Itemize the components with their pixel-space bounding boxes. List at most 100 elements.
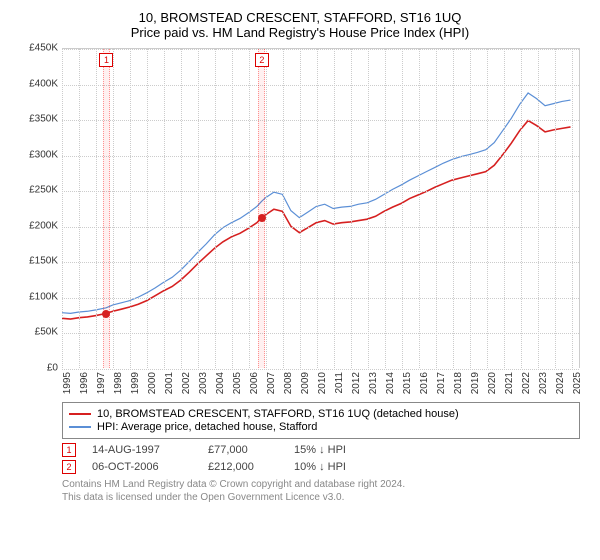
x-tick-label: 2022 xyxy=(521,372,532,394)
x-tick-label: 2012 xyxy=(351,372,362,394)
footer-line-1: Contains HM Land Registry data © Crown c… xyxy=(62,478,580,491)
sale-date: 06-OCT-2006 xyxy=(92,461,192,473)
v-gridline xyxy=(555,49,556,368)
sale-marker-band xyxy=(103,49,110,368)
v-gridline xyxy=(317,49,318,368)
x-tick-label: 2021 xyxy=(504,372,515,394)
v-gridline xyxy=(130,49,131,368)
sale-delta: 15% ↓ HPI xyxy=(294,444,394,456)
h-gridline xyxy=(62,191,579,192)
chart-container: 10, BROMSTEAD CRESCENT, STAFFORD, ST16 1… xyxy=(0,0,600,560)
h-gridline xyxy=(62,262,579,263)
y-tick-label: £0 xyxy=(47,363,58,374)
v-gridline xyxy=(164,49,165,368)
y-axis: £0£50K£100K£150K£200K£250K£300K£350K£400… xyxy=(20,48,62,368)
v-gridline xyxy=(351,49,352,368)
sale-marker-dot xyxy=(258,214,266,222)
v-gridline xyxy=(368,49,369,368)
x-tick-label: 2023 xyxy=(538,372,549,394)
legend-label: HPI: Average price, detached house, Staf… xyxy=(97,421,317,433)
x-tick-label: 1995 xyxy=(62,372,73,394)
v-gridline xyxy=(385,49,386,368)
h-gridline xyxy=(62,120,579,121)
legend-row: HPI: Average price, detached house, Staf… xyxy=(69,421,573,433)
sale-marker-dot xyxy=(102,310,110,318)
legend-row: 10, BROMSTEAD CRESCENT, STAFFORD, ST16 1… xyxy=(69,408,573,420)
x-tick-label: 2000 xyxy=(147,372,158,394)
h-gridline xyxy=(62,156,579,157)
v-gridline xyxy=(147,49,148,368)
x-tick-label: 2018 xyxy=(453,372,464,394)
chart-title: 10, BROMSTEAD CRESCENT, STAFFORD, ST16 1… xyxy=(10,10,590,25)
x-tick-label: 2017 xyxy=(436,372,447,394)
legend-swatch xyxy=(69,413,91,415)
h-gridline xyxy=(62,227,579,228)
x-tick-label: 2020 xyxy=(487,372,498,394)
y-tick-label: £50K xyxy=(35,327,58,338)
x-tick-label: 2002 xyxy=(181,372,192,394)
v-gridline xyxy=(215,49,216,368)
y-tick-label: £400K xyxy=(29,78,58,89)
footer-line-2: This data is licensed under the Open Gov… xyxy=(62,491,580,504)
v-gridline xyxy=(181,49,182,368)
x-tick-label: 2008 xyxy=(283,372,294,394)
line-series-svg xyxy=(62,49,579,368)
sale-price: £212,000 xyxy=(208,461,278,473)
sale-date: 14-AUG-1997 xyxy=(92,444,192,456)
x-tick-label: 2007 xyxy=(266,372,277,394)
v-gridline xyxy=(113,49,114,368)
x-tick-label: 2013 xyxy=(368,372,379,394)
v-gridline xyxy=(402,49,403,368)
plot-region: 12 xyxy=(62,48,580,368)
chart-area: £0£50K£100K£150K£200K£250K£300K£350K£400… xyxy=(20,48,580,398)
sales-table: 114-AUG-1997£77,00015% ↓ HPI 2 06-OCT-2006… xyxy=(62,443,580,474)
sale-marker-box: 1 xyxy=(99,53,113,67)
legend: 10, BROMSTEAD CRESCENT, STAFFORD, ST16 1… xyxy=(62,402,580,439)
sale-row: 2 06-OCT-2006 £212,000 10% ↓ HPI xyxy=(62,460,580,474)
h-gridline xyxy=(62,85,579,86)
x-axis: 1995199619971998199920002001200220032004… xyxy=(62,368,580,398)
v-gridline xyxy=(419,49,420,368)
v-gridline xyxy=(96,49,97,368)
y-tick-label: £350K xyxy=(29,114,58,125)
x-tick-label: 2006 xyxy=(249,372,260,394)
v-gridline xyxy=(470,49,471,368)
y-tick-label: £250K xyxy=(29,185,58,196)
v-gridline xyxy=(521,49,522,368)
v-gridline xyxy=(62,49,63,368)
legend-label: 10, BROMSTEAD CRESCENT, STAFFORD, ST16 1… xyxy=(97,408,459,420)
x-tick-label: 2015 xyxy=(402,372,413,394)
x-tick-label: 2005 xyxy=(232,372,243,394)
v-gridline xyxy=(283,49,284,368)
sale-delta: 10% ↓ HPI xyxy=(294,461,394,473)
x-tick-label: 2014 xyxy=(385,372,396,394)
x-tick-label: 1998 xyxy=(113,372,124,394)
v-gridline xyxy=(249,49,250,368)
v-gridline xyxy=(266,49,267,368)
x-tick-label: 1996 xyxy=(79,372,90,394)
v-gridline xyxy=(79,49,80,368)
y-tick-label: £450K xyxy=(29,43,58,54)
sale-marker-box: 2 xyxy=(255,53,269,67)
h-gridline xyxy=(62,333,579,334)
x-tick-label: 2004 xyxy=(215,372,226,394)
x-tick-label: 2009 xyxy=(300,372,311,394)
v-gridline xyxy=(453,49,454,368)
x-tick-label: 1997 xyxy=(96,372,107,394)
x-tick-label: 1999 xyxy=(130,372,141,394)
legend-swatch xyxy=(69,426,91,428)
v-gridline xyxy=(300,49,301,368)
x-tick-label: 2011 xyxy=(334,372,345,394)
v-gridline xyxy=(538,49,539,368)
y-tick-label: £300K xyxy=(29,149,58,160)
v-gridline xyxy=(487,49,488,368)
sale-row-marker: 2 xyxy=(62,460,76,474)
sale-marker-band xyxy=(258,49,265,368)
v-gridline xyxy=(572,49,573,368)
y-tick-label: £100K xyxy=(29,291,58,302)
chart-subtitle: Price paid vs. HM Land Registry's House … xyxy=(10,25,590,40)
h-gridline xyxy=(62,49,579,50)
y-tick-label: £150K xyxy=(29,256,58,267)
v-gridline xyxy=(334,49,335,368)
sale-row: 114-AUG-1997£77,00015% ↓ HPI xyxy=(62,443,580,457)
